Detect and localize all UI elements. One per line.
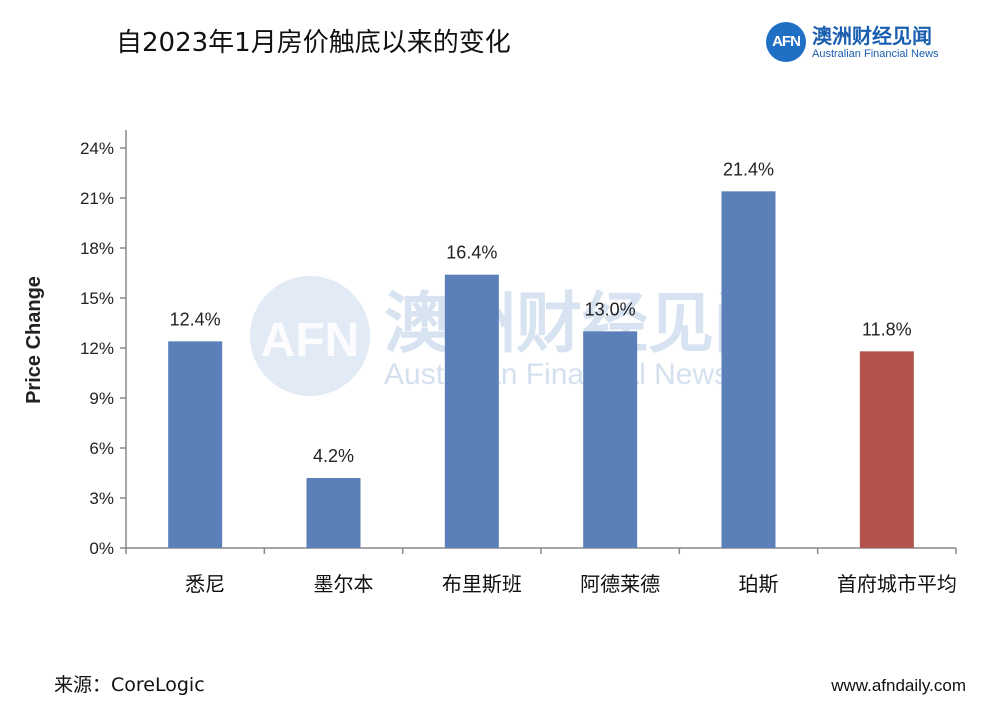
source-note: 来源：CoreLogic xyxy=(54,674,205,696)
y-axis-label: Price Change xyxy=(23,276,45,404)
data-label: 11.8% xyxy=(862,319,912,339)
category-label: 阿德莱德 xyxy=(580,572,660,596)
category-label: 悉尼 xyxy=(185,572,225,596)
logo-name-en: Australian Financial News xyxy=(812,48,939,60)
bar xyxy=(306,478,361,548)
y-tick-label: 9% xyxy=(89,389,114,408)
bar xyxy=(168,341,223,548)
data-label: 4.2% xyxy=(313,446,354,466)
y-tick-label: 6% xyxy=(89,439,114,458)
bar xyxy=(444,274,499,548)
y-tick-label: 12% xyxy=(80,339,114,358)
data-label: 13.0% xyxy=(585,299,636,319)
category-label: 布里斯班 xyxy=(442,572,522,596)
watermark-mark: AFN xyxy=(261,314,360,367)
y-tick-label: 0% xyxy=(89,539,114,558)
category-label: 首府城市平均 xyxy=(837,572,957,596)
bar xyxy=(583,331,638,548)
category-label: 珀斯 xyxy=(739,572,779,596)
website-url: www.afndaily.com xyxy=(831,676,966,695)
data-label: 16.4% xyxy=(446,243,497,263)
watermark: AFN 澳洲财经见闻 Australian Financial News xyxy=(250,276,780,396)
y-tick-label: 18% xyxy=(80,239,114,258)
bar xyxy=(859,351,914,548)
y-tick-label: 15% xyxy=(80,289,114,308)
y-tick-label: 3% xyxy=(89,489,114,508)
afn-logo-icon: AFN xyxy=(766,22,806,62)
watermark-name-cn: 澳洲财经见闻 xyxy=(384,285,780,362)
y-tick-label: 24% xyxy=(80,139,114,158)
logo-name-cn: 澳洲财经见闻 xyxy=(812,24,932,48)
data-label: 21.4% xyxy=(723,159,774,179)
watermark-name-en: Australian Financial News xyxy=(384,358,729,391)
category-label: 墨尔本 xyxy=(314,572,374,596)
afn-logo: AFN 澳洲财经见闻 Australian Financial News xyxy=(766,20,966,68)
chart-title: 自2023年1月房价触底以来的变化 xyxy=(116,28,511,58)
y-tick-label: 21% xyxy=(80,189,114,208)
watermark-circle-icon xyxy=(250,276,370,396)
bar xyxy=(721,191,776,549)
data-label: 12.4% xyxy=(170,309,221,329)
